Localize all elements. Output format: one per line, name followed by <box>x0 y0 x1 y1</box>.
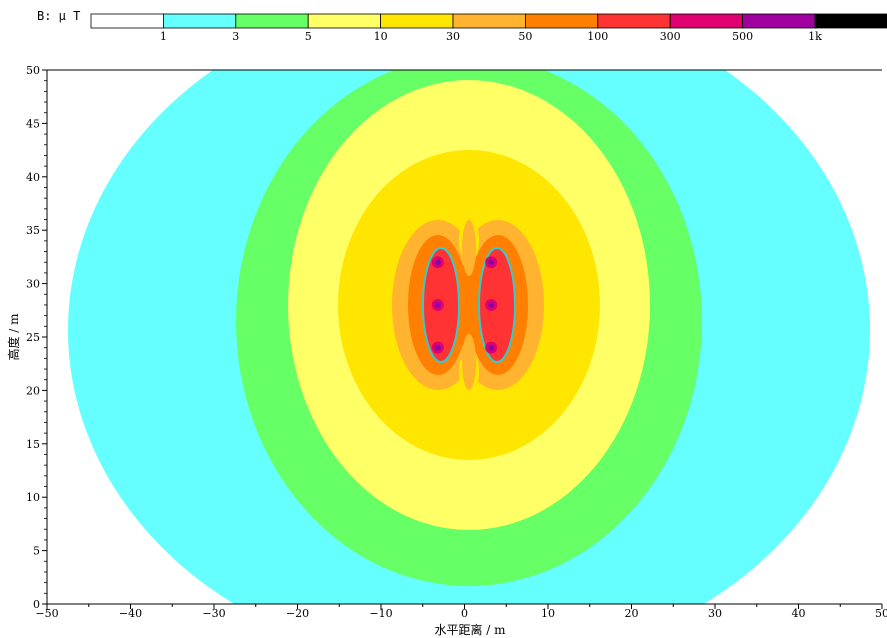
x-tick-label: 40 <box>792 607 806 620</box>
legend-swatch <box>452 13 526 29</box>
legend-tick-label: 50 <box>518 30 532 43</box>
x-tick-label: −10 <box>369 607 392 620</box>
y-tick-label: 5 <box>33 545 40 558</box>
legend-tick-label: 10 <box>374 30 388 43</box>
y-tick-label: 0 <box>33 598 40 611</box>
y-tick-label: 15 <box>26 438 40 451</box>
x-tick-label: 10 <box>541 607 555 620</box>
x-axis-title: 水平距离 / m <box>434 622 506 637</box>
x-tick-label: 50 <box>875 607 887 620</box>
y-tick-label: 30 <box>26 278 40 291</box>
y-tick-label: 20 <box>26 384 40 397</box>
y-tick-label: 45 <box>26 117 40 130</box>
y-tick-label: 35 <box>26 224 40 237</box>
legend-swatch <box>235 13 309 29</box>
conductor-point <box>488 344 495 351</box>
x-tick-label: 30 <box>708 607 722 620</box>
conductor-point <box>488 301 495 308</box>
conductor-point <box>434 301 441 308</box>
legend-swatch <box>380 13 454 29</box>
x-tick-label: −20 <box>286 607 309 620</box>
conductor-markers <box>431 256 498 354</box>
x-tick-label: −50 <box>35 607 58 620</box>
legend-swatch <box>162 13 237 29</box>
legend-swatch <box>814 13 887 29</box>
legend-tick-label: 1k <box>808 30 822 43</box>
legend-tick-label: 100 <box>587 30 608 43</box>
legend-tick-label: 3 <box>232 30 239 43</box>
legend-swatch <box>90 13 164 29</box>
x-tick-label: 0 <box>461 607 468 620</box>
legend-swatch <box>669 13 744 29</box>
legend-tick-label: 5 <box>305 30 312 43</box>
conductor-point <box>488 259 495 266</box>
x-tick-label: −40 <box>119 607 142 620</box>
contour-50uT-notch-top <box>462 220 476 276</box>
y-tick-label: 40 <box>26 171 40 184</box>
y-tick-label: 50 <box>26 64 40 77</box>
conductor-point <box>434 259 441 266</box>
legend-label: B: μ T <box>37 9 81 23</box>
legend-swatch <box>525 13 599 29</box>
y-tick-label: 25 <box>26 331 40 344</box>
color-legend-bar <box>90 13 887 29</box>
y-tick-label: 10 <box>26 491 40 504</box>
x-tick-label: 20 <box>625 607 639 620</box>
legend-tick-label: 300 <box>660 30 681 43</box>
y-axis-ticks: 0 5 10 15 20 25 30 35 40 45 50 <box>26 64 47 611</box>
x-tick-label: −30 <box>202 607 225 620</box>
legend-tick-label: 30 <box>446 30 460 43</box>
color-legend-ticks: 1 3 5 10 30 50 100 300 500 1k <box>160 30 822 43</box>
legend-swatch <box>597 13 671 29</box>
conductor-point <box>434 344 441 351</box>
legend-tick-label: 1 <box>160 30 167 43</box>
legend-swatch <box>307 13 382 29</box>
x-axis-ticks: −50 −40 −30 −20 −10 0 10 20 30 40 50 <box>35 604 887 620</box>
legend-tick-label: 500 <box>732 30 753 43</box>
contour-50uT-notch-bottom <box>462 334 476 390</box>
legend-swatch <box>742 13 816 29</box>
y-axis-title: 高度 / m <box>6 313 21 361</box>
